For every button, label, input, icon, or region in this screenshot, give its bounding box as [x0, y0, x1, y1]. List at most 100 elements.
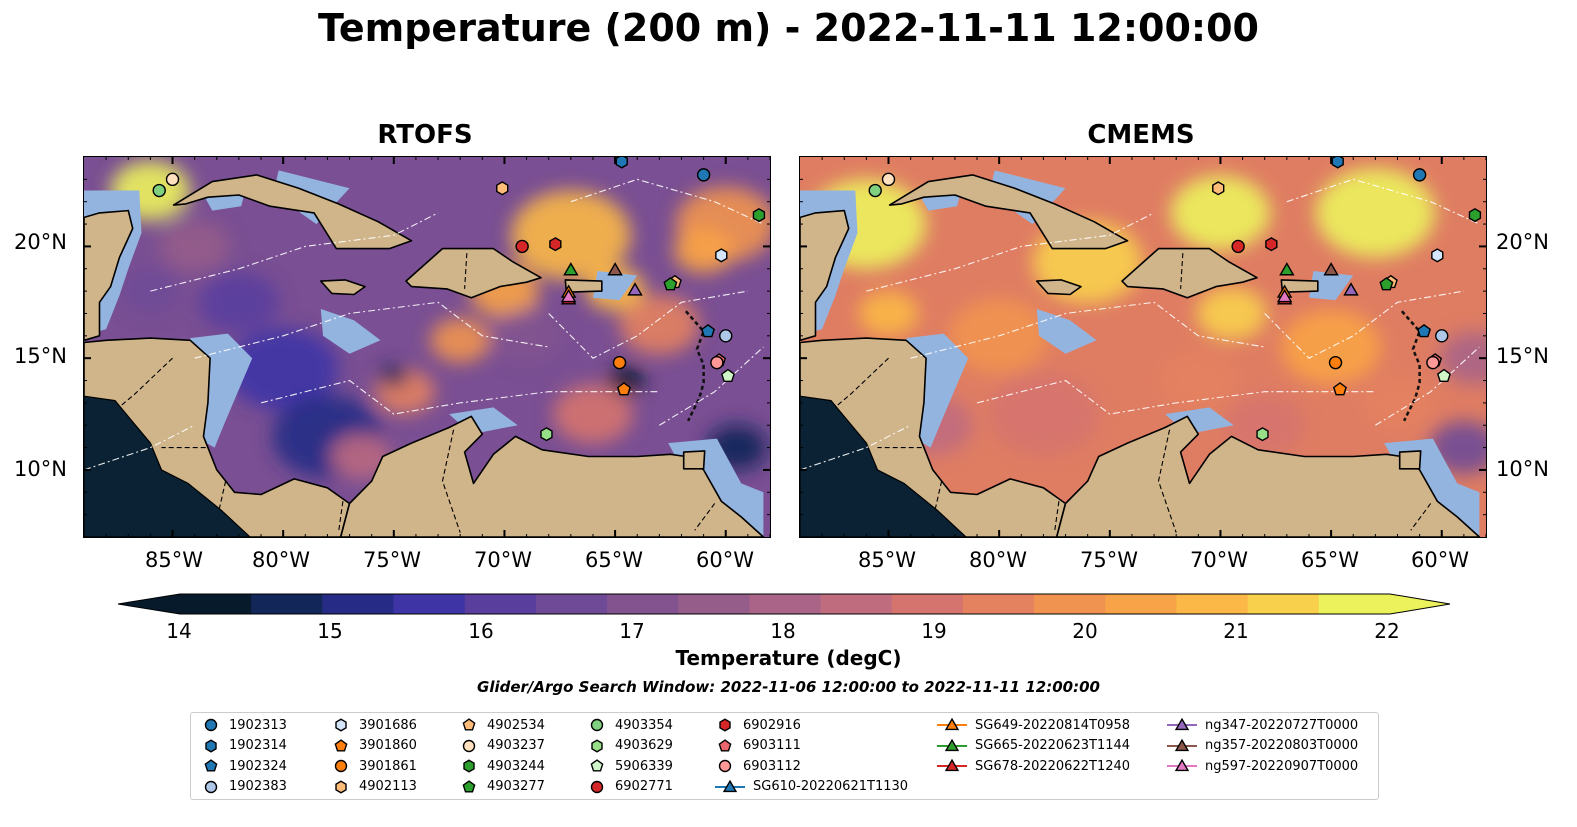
platform-5906339	[1436, 368, 1451, 382]
shelf-area	[593, 271, 638, 301]
eez-boundary	[910, 301, 1265, 359]
land-puertoRico	[564, 279, 603, 293]
platform-ng597-20220907T0000	[560, 288, 577, 303]
colorbar-segment	[1105, 594, 1178, 614]
colorbar-tick-18: 18	[770, 619, 796, 643]
country-border	[218, 480, 227, 511]
platform-6902771	[1231, 239, 1245, 254]
legend-marker-icon	[1167, 717, 1197, 731]
lat-tick-right-20n: 20°N	[1496, 230, 1549, 254]
platform-4902113	[1212, 181, 1225, 196]
legend-marker-icon	[205, 738, 217, 753]
colorbar-segment	[1318, 594, 1391, 614]
lon-tick-left-60w: 60°W	[696, 548, 754, 572]
country-border	[1180, 253, 1184, 289]
rtofs-map-panel	[83, 156, 771, 538]
legend-item-ng597-20220907T0000: ng597-20220907T0000	[1167, 756, 1358, 776]
shelf-area	[320, 309, 381, 354]
legend-item-3901686: 3901686	[331, 715, 417, 735]
axis-ticks	[84, 157, 770, 537]
platform-6903112	[1426, 355, 1440, 370]
platform-4903629	[540, 427, 553, 442]
colorbar-tick-22: 22	[1374, 619, 1400, 643]
land-cuba	[888, 174, 1129, 250]
legend-marker-icon	[591, 738, 603, 753]
land-cuba	[172, 174, 413, 250]
country-border	[837, 357, 889, 406]
country-border	[694, 503, 716, 531]
land-hispaniola	[405, 247, 542, 299]
platform-3901861	[612, 355, 627, 370]
colorbar-tick-20: 20	[1072, 619, 1098, 643]
legend-label: 4903244	[487, 758, 545, 774]
platform-4903354	[152, 183, 166, 198]
land-southAm	[339, 415, 765, 537]
land-puertoRico	[1280, 279, 1319, 293]
legend-label: 4902534	[487, 717, 545, 733]
temperature-colorbar	[117, 593, 1451, 615]
eez-boundary	[1264, 290, 1464, 359]
legend-marker-icon	[462, 739, 476, 752]
axis-ticks	[800, 157, 1486, 537]
legend-label: SG610-20220621T1130	[753, 779, 909, 794]
eez-boundary	[150, 212, 439, 292]
pacific-coast	[800, 395, 967, 537]
figure-title: Temperature (200 m) - 2022-11-11 12:00:0…	[317, 6, 1259, 50]
lat-tick-left-20n: 20°N	[14, 230, 67, 254]
platform-ng597-20220907T0000	[1276, 288, 1293, 303]
eez-boundary	[659, 346, 764, 426]
platform-ng347-20220727T0000	[627, 282, 643, 296]
legend-item-4903277: 4903277	[459, 777, 545, 797]
platform-1902383	[719, 329, 733, 343]
legend-item-1902383: 1902383	[201, 777, 287, 797]
land-yucatan	[84, 209, 134, 342]
legend-item-4902534: 4902534	[459, 715, 545, 735]
country-border	[1410, 503, 1432, 531]
colorbar-segment	[820, 594, 893, 614]
legend-item-5906339: 5906339	[587, 756, 673, 776]
lon-tick-left-80w: 80°W	[252, 548, 310, 572]
legend-marker-icon	[590, 718, 604, 732]
platform-6902916	[1265, 237, 1278, 252]
platform-4903244	[752, 208, 766, 223]
platform-4903277	[1379, 277, 1394, 291]
platform-1902313	[696, 168, 711, 182]
land-trinidad	[1398, 450, 1422, 470]
lon-tick-right-80w: 80°W	[969, 548, 1027, 572]
legend-label: 4903354	[615, 717, 673, 733]
lon-tick-right-70w: 70°W	[1190, 548, 1248, 572]
legend-item-ng347-20220727T0000: ng347-20220727T0000	[1167, 715, 1358, 735]
eez-boundary	[976, 379, 1376, 415]
platform-ng347-20220727T0000	[1343, 282, 1359, 296]
legend-item-4903244: 4903244	[459, 756, 545, 776]
platform-ng357-20220803T0000	[1323, 262, 1339, 276]
platform-SG665-20220623T1144	[1279, 262, 1295, 276]
colorbar-segment	[464, 594, 537, 614]
colorbar-segment	[535, 594, 608, 614]
colorbar-tick-14: 14	[166, 619, 192, 643]
legend-label: 6903111	[743, 738, 801, 753]
legend-label: SG678-20220622T1240	[975, 758, 1131, 774]
colorbar-segment	[749, 594, 822, 614]
legend-label: 6902771	[615, 779, 673, 794]
legend-marker-icon	[335, 779, 347, 794]
colorbar-outline	[117, 593, 1451, 615]
rtofs-map	[84, 157, 770, 537]
platform-6903112	[710, 355, 724, 370]
legend-marker-icon	[1167, 738, 1197, 751]
legend-marker-icon	[204, 759, 218, 772]
platform-3901686	[715, 248, 728, 263]
legend-label: 1902324	[229, 758, 287, 774]
legend-item-6903112: 6903112	[715, 756, 801, 776]
legend-item-6902916: 6902916	[715, 715, 801, 735]
country-border	[337, 501, 344, 533]
country-border	[1157, 429, 1177, 533]
platform-3901860	[616, 382, 631, 396]
legend-label: 1902313	[229, 717, 287, 733]
lat-tick-left-15n: 15°N	[14, 344, 67, 368]
legend-marker-icon	[719, 718, 731, 732]
legend-label: SG649-20220814T0958	[975, 717, 1131, 733]
land-hispaniola	[1121, 247, 1258, 299]
colorbar-segment	[251, 594, 323, 614]
eez-boundary	[1375, 346, 1480, 426]
